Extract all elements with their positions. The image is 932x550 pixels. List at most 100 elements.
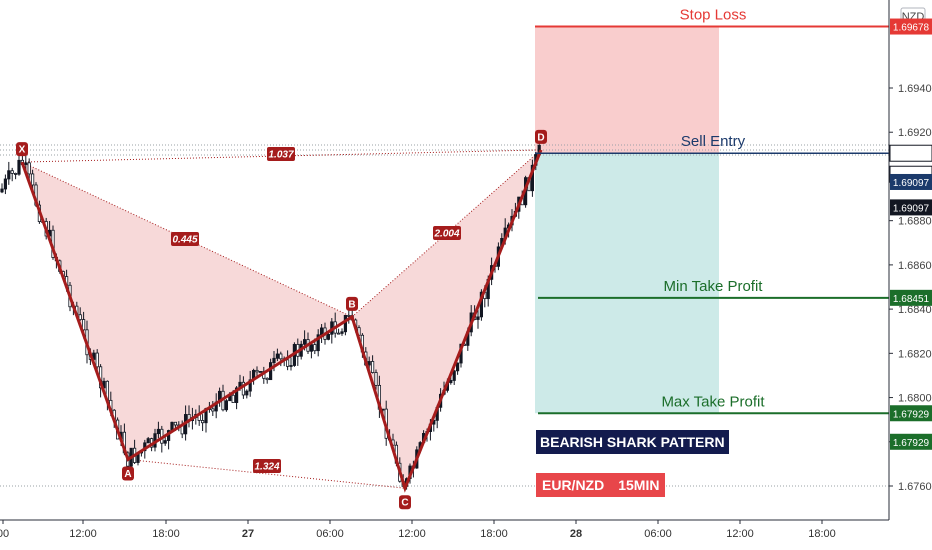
candle-body xyxy=(211,408,215,412)
y-tick-label: 1.69200 xyxy=(898,127,932,139)
point-badge xyxy=(535,129,547,144)
candle-body xyxy=(234,387,239,403)
x-tick-label: 18:00 xyxy=(152,528,180,540)
candle-body xyxy=(367,361,371,366)
dotted-guides xyxy=(0,144,889,487)
candle-body xyxy=(78,314,82,320)
candle-body xyxy=(272,357,276,363)
candle-body xyxy=(455,362,460,372)
candle-body xyxy=(173,421,177,426)
price-tag xyxy=(890,173,932,190)
candle-body xyxy=(374,372,378,386)
x-tick-label: 00 xyxy=(0,528,9,540)
y-tick-label: 1.69400 xyxy=(898,83,932,95)
y-tick-label: 1.67600 xyxy=(898,481,932,493)
ratio-value: 1.037 xyxy=(268,150,293,161)
price-tag xyxy=(890,289,932,306)
candle-body xyxy=(319,327,324,336)
ratio-value: 2.004 xyxy=(433,229,459,240)
candle-body xyxy=(241,381,245,396)
candle-body xyxy=(285,359,290,367)
price-tag xyxy=(890,199,932,216)
pair-label: EUR/NZD xyxy=(542,477,605,493)
ratio-value: 1.324 xyxy=(254,462,279,473)
bcd-triangle xyxy=(352,149,541,489)
timeframe-label: 15MIN xyxy=(618,477,660,493)
candle-body xyxy=(255,369,259,373)
price-tag-label: 1.69105 xyxy=(893,149,930,160)
candle-body xyxy=(289,365,293,367)
candle-body xyxy=(95,352,99,368)
x-tick-label: 28 xyxy=(570,528,582,540)
level-label: Sell Entry xyxy=(681,133,746,150)
ratio-badge xyxy=(171,232,199,246)
y-tick-label: 1.68000 xyxy=(898,393,932,405)
candle-body xyxy=(309,344,314,352)
level-label: Stop Loss xyxy=(680,7,747,24)
take-profit-zone xyxy=(535,153,719,414)
candle-body xyxy=(163,440,167,444)
candle-body xyxy=(476,316,480,320)
candle-body xyxy=(313,344,317,352)
candle-body xyxy=(248,379,252,392)
point-badge xyxy=(399,495,411,510)
candle-body xyxy=(347,315,351,317)
candle-body xyxy=(343,315,348,333)
x-tick-label: 12:00 xyxy=(726,528,754,540)
candle-body xyxy=(13,173,18,175)
candle-body xyxy=(265,377,269,381)
ratio-badge xyxy=(433,226,461,240)
candle-body xyxy=(156,428,160,435)
pair-timeframe-badge: EUR/NZD 15MIN xyxy=(536,473,666,497)
ratio-badge xyxy=(253,459,281,473)
candle-body xyxy=(302,339,307,345)
x-tick-label: 18:00 xyxy=(480,528,508,540)
candle-body xyxy=(3,178,7,190)
candle-body xyxy=(275,353,280,359)
ratio-line xyxy=(21,161,353,318)
price-tag-label: 1.67929 xyxy=(893,409,930,420)
candle-body xyxy=(200,420,205,424)
candle-body xyxy=(336,332,341,335)
y-tick-label: 1.68400 xyxy=(898,304,932,316)
price-levels: Stop Loss Sell Entry Min Take Profit Max Ta… xyxy=(535,7,889,415)
pattern-title-badge: BEARISH SHARK PATTERN xyxy=(536,430,729,454)
point-label: X xyxy=(19,145,26,156)
candle-body xyxy=(452,370,456,381)
price-tag-label: 1.68451 xyxy=(893,294,930,305)
x-tick-label: 18:00 xyxy=(808,528,836,540)
pattern-fill xyxy=(21,149,542,489)
candle-body xyxy=(245,390,249,396)
candle-body xyxy=(0,188,4,193)
candle-body xyxy=(279,353,283,360)
y-tick-label: 1.68600 xyxy=(898,260,932,272)
risk-reward-zones xyxy=(535,26,719,414)
x-tick-label: 06:00 xyxy=(644,528,672,540)
point-label: D xyxy=(537,132,544,143)
price-tag-label: 1.69097 xyxy=(893,203,930,214)
pattern-path xyxy=(20,149,543,493)
time-axis: 00 12:00 18:00 27 06:00 12:00 18:00 28 06:00 12:0… xyxy=(0,519,889,540)
level-label: Max Take Profit xyxy=(661,393,765,410)
y-tick-label: 1.68800 xyxy=(898,216,932,228)
price-tag xyxy=(890,18,932,35)
point-label: B xyxy=(348,299,355,310)
candle-body xyxy=(24,162,28,165)
candle-body xyxy=(316,334,320,352)
candle-body xyxy=(370,361,375,373)
point-badge xyxy=(122,466,134,481)
pattern-lines xyxy=(20,149,543,493)
candle-body xyxy=(17,159,21,175)
x-tick-label: 06:00 xyxy=(316,528,344,540)
price-tag-label: 1.67929 xyxy=(893,438,930,449)
price-tag xyxy=(889,144,932,162)
candle-body xyxy=(340,331,344,334)
x-tick-label: 12:00 xyxy=(69,528,97,540)
price-tag xyxy=(890,405,932,422)
fibonacci-ratios: 0.445 1.324 2.004 1.037 xyxy=(171,147,461,473)
price-tag xyxy=(890,433,932,450)
x-tick-label: 27 xyxy=(242,528,254,540)
point-label: A xyxy=(124,469,131,480)
level-label: Min Take Profit xyxy=(664,278,764,295)
